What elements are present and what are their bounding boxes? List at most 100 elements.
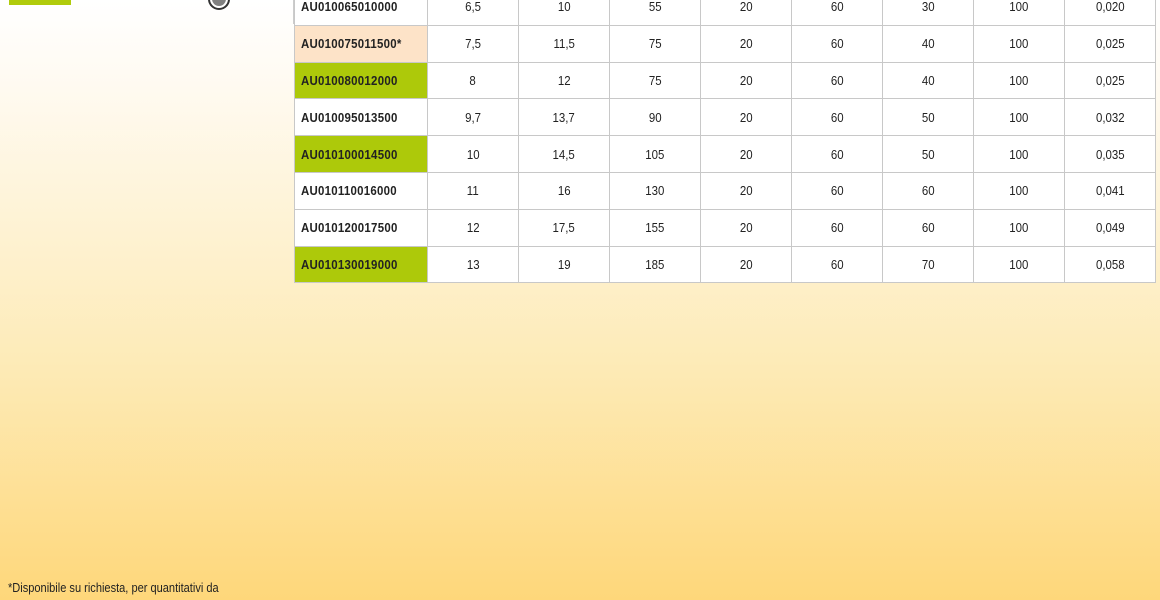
cell-value: 100 [1009, 220, 1029, 236]
table-cell: 60 [791, 61, 883, 100]
divider [293, 0, 294, 24]
cell-value: 12 [557, 72, 571, 88]
cell-value: 17,5 [552, 220, 576, 236]
product-code-cell: AU010065010000 [294, 0, 428, 26]
cell-value: 100 [1009, 183, 1029, 199]
cell-value: 60 [830, 256, 844, 272]
cell-value: 55 [648, 0, 662, 15]
footnote-text: *Disponibile su richiesta, per quantitat… [8, 580, 219, 595]
table-cell: 11,5 [518, 24, 610, 63]
cell-value: 19 [557, 256, 571, 272]
cell-value: 60 [830, 109, 844, 125]
table-cell: 0,025 [1064, 61, 1156, 100]
table-cell: 0,032 [1064, 98, 1156, 137]
product-code: AU010065010000 [301, 0, 398, 15]
table-cell: 60 [791, 245, 883, 284]
table-cell: 100 [973, 24, 1065, 63]
legend-swatch-in-stock [9, 0, 71, 5]
cell-value: 50 [921, 146, 935, 162]
table-row: AU010100014500 10 14,5 105 20 60 50 100 0,035 [294, 135, 1156, 173]
table-cell: 100 [973, 0, 1065, 26]
cell-value: 6,5 [465, 0, 481, 15]
table-cell: 60 [791, 135, 883, 173]
table-cell: 20 [700, 171, 792, 210]
product-code: AU010080012000 [301, 72, 398, 88]
cell-value: 100 [1009, 36, 1029, 52]
product-code: AU010110016000 [301, 183, 397, 199]
product-code-cell: AU010110016000 [294, 171, 428, 210]
cell-value: 9,7 [465, 109, 481, 125]
table-cell: 130 [609, 171, 701, 210]
table-row: AU010095013500 9,7 13,7 90 20 60 50 100 0,032 [294, 98, 1156, 137]
table-cell: 11 [427, 171, 519, 210]
cell-value: 20 [739, 72, 753, 88]
table-row: AU010130019000 13 19 185 20 60 70 100 0,058 [294, 245, 1156, 284]
table-cell: 12 [427, 208, 519, 247]
cell-value: 60 [830, 220, 844, 236]
table-cell: 14,5 [518, 135, 610, 173]
table-cell: 20 [700, 24, 792, 63]
product-code: AU010130019000 [301, 256, 398, 272]
table-cell: 155 [609, 208, 701, 247]
table-cell: 60 [791, 98, 883, 137]
cell-value: 13,7 [552, 109, 576, 125]
cell-value: 60 [830, 72, 844, 88]
cell-value: 11 [467, 183, 479, 199]
cell-value: 105 [645, 146, 665, 162]
cell-value: 60 [830, 146, 844, 162]
product-code-cell: AU010100014500 [294, 135, 428, 173]
table-cell: 0,020 [1064, 0, 1156, 26]
product-code-cell: AU010120017500 [294, 208, 428, 247]
cell-value: 20 [739, 36, 753, 52]
table-cell: 6,5 [427, 0, 519, 26]
cell-value: 100 [1009, 109, 1029, 125]
cell-value: 40 [921, 72, 935, 88]
table-cell: 105 [609, 135, 701, 173]
cell-value: 0,058 [1095, 256, 1125, 272]
table-row: AU010075011500* 7,5 11,5 75 20 60 40 100 0,025 [294, 24, 1156, 63]
table-cell: 40 [882, 61, 974, 100]
cell-value: 100 [1009, 72, 1029, 88]
table-cell: 16 [518, 171, 610, 210]
product-code-cell: AU010130019000 [294, 245, 428, 284]
table-cell: 10 [518, 0, 610, 26]
table-cell: 75 [609, 61, 701, 100]
table-cell: 20 [700, 135, 792, 173]
table-cell: 60 [882, 171, 974, 210]
table-cell: 0,049 [1064, 208, 1156, 247]
cell-value: 10 [557, 0, 571, 15]
cell-value: 60 [830, 36, 844, 52]
cell-value: 60 [921, 183, 935, 199]
cell-value: 20 [739, 256, 753, 272]
table-row: AU010065010000 6,5 10 55 20 60 30 100 0,020 [294, 0, 1156, 26]
cell-value: 60 [921, 220, 935, 236]
table-cell: 30 [882, 0, 974, 26]
table-row: AU010120017500 12 17,5 155 20 60 60 100 0,049 [294, 208, 1156, 247]
radio-button[interactable] [208, 0, 230, 10]
cell-value: 20 [739, 0, 753, 15]
cell-value: 0,041 [1095, 183, 1125, 199]
cell-value: 60 [830, 183, 844, 199]
table-cell: 8 [427, 61, 519, 100]
cell-value: 155 [645, 220, 665, 236]
table-cell: 0,041 [1064, 171, 1156, 210]
table-cell: 100 [973, 171, 1065, 210]
table-cell: 7,5 [427, 24, 519, 63]
product-code-cell: AU010095013500 [294, 98, 428, 137]
cell-value: 100 [1009, 146, 1029, 162]
product-table: AU010065010000 6,5 10 55 20 60 30 100 0,020 AU010… [294, 0, 1156, 284]
table-cell: 90 [609, 98, 701, 137]
table-row: AU010080012000 8 12 75 20 60 40 100 0,025 [294, 61, 1156, 100]
cell-value: 10 [466, 146, 480, 162]
table-cell: 9,7 [427, 98, 519, 137]
table-cell: 20 [700, 208, 792, 247]
table-cell: 17,5 [518, 208, 610, 247]
cell-value: 13 [466, 256, 480, 272]
cell-value: 20 [739, 220, 753, 236]
cell-value: 185 [645, 256, 665, 272]
cell-value: 8 [469, 72, 477, 88]
cell-value: 14,5 [552, 146, 576, 162]
cell-value: 50 [921, 109, 935, 125]
table-cell: 60 [791, 208, 883, 247]
cell-value: 130 [645, 183, 665, 199]
